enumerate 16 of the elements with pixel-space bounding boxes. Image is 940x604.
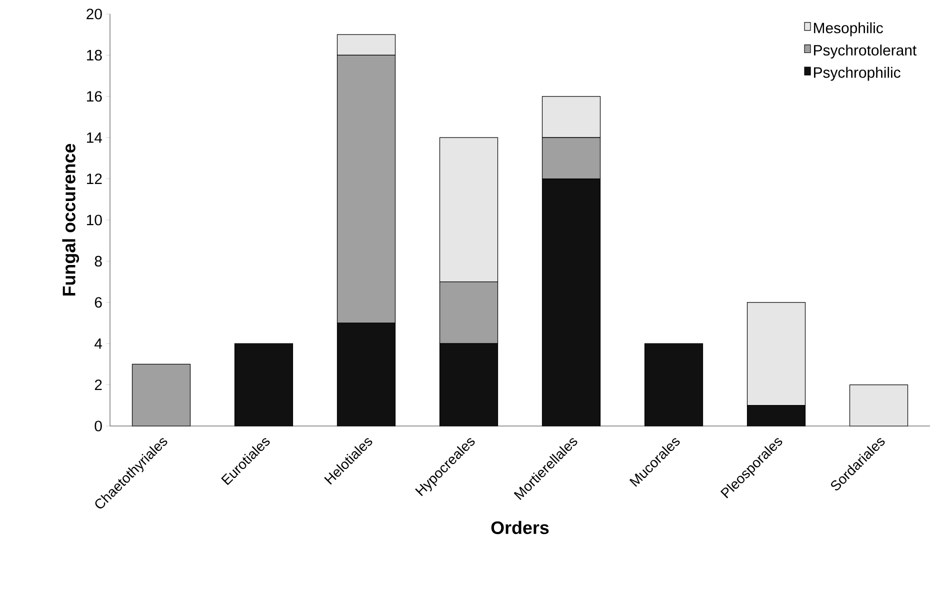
y-tick-label: 16: [86, 91, 102, 102]
y-tick-label: 8: [94, 256, 102, 266]
y-tick-label: 12: [86, 174, 102, 184]
y-axis-title: Fungal occurence: [62, 144, 80, 296]
y-tick-label: 0: [94, 420, 102, 432]
legend-label: Psychrotolerant: [814, 44, 917, 59]
y-tick-label: 14: [86, 132, 102, 143]
y-tick-label: 6: [94, 297, 102, 308]
legend-label: Mesophilic: [814, 22, 883, 36]
y-tick-label: 2: [94, 380, 102, 390]
y-tick-label: 10: [86, 214, 102, 226]
y-tick-label: 4: [94, 338, 102, 349]
y-tick-label: 18: [86, 50, 102, 60]
x-axis-title: Orders: [491, 520, 549, 534]
y-tick-label: 20: [86, 8, 102, 20]
legend-label: Psychrophilic: [814, 66, 900, 81]
